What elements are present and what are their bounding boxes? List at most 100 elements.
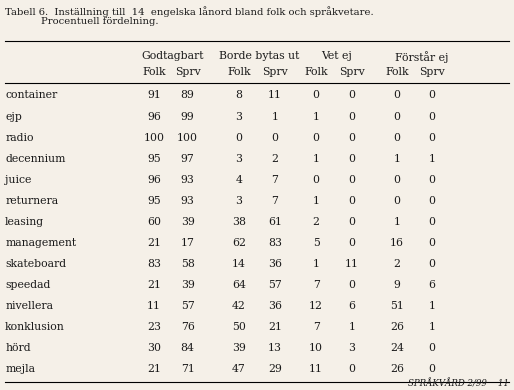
Text: 3: 3 — [235, 196, 243, 206]
Text: 0: 0 — [348, 217, 356, 227]
Text: 0: 0 — [428, 238, 435, 248]
Text: management: management — [5, 238, 76, 248]
Text: 100: 100 — [177, 133, 198, 143]
Text: 1: 1 — [271, 112, 279, 122]
Text: Folk: Folk — [304, 67, 328, 77]
Text: 0: 0 — [428, 133, 435, 143]
Text: 93: 93 — [181, 175, 194, 185]
Text: 84: 84 — [181, 343, 194, 353]
Text: 0: 0 — [271, 133, 279, 143]
Text: 21: 21 — [147, 280, 161, 290]
Text: 95: 95 — [148, 196, 161, 206]
Text: 9: 9 — [393, 280, 400, 290]
Text: Vet ej: Vet ej — [321, 51, 352, 62]
Text: 3: 3 — [348, 343, 356, 353]
Text: 17: 17 — [181, 238, 194, 248]
Text: 2: 2 — [313, 217, 320, 227]
Text: nivellera: nivellera — [5, 301, 53, 311]
Text: 7: 7 — [313, 322, 320, 332]
Text: 57: 57 — [181, 301, 194, 311]
Text: 26: 26 — [390, 322, 404, 332]
Text: 26: 26 — [390, 364, 404, 374]
Text: 6: 6 — [428, 280, 435, 290]
Text: 0: 0 — [428, 217, 435, 227]
Text: 89: 89 — [181, 90, 194, 101]
Text: 0: 0 — [348, 280, 356, 290]
Text: 1: 1 — [348, 322, 356, 332]
Text: Procentuell fördelning.: Procentuell fördelning. — [41, 17, 159, 26]
Text: 2: 2 — [393, 259, 400, 269]
Text: 3: 3 — [235, 154, 243, 164]
Text: 1: 1 — [428, 154, 435, 164]
Text: 7: 7 — [271, 196, 279, 206]
Text: 60: 60 — [147, 217, 161, 227]
Text: 11: 11 — [268, 90, 282, 101]
Text: 0: 0 — [428, 112, 435, 122]
Text: Sprv: Sprv — [175, 67, 200, 77]
Text: Borde bytas ut: Borde bytas ut — [219, 51, 300, 62]
Text: Sprv: Sprv — [419, 67, 445, 77]
Text: 0: 0 — [348, 112, 356, 122]
Text: 93: 93 — [181, 196, 194, 206]
Text: 1: 1 — [428, 322, 435, 332]
Text: 0: 0 — [348, 154, 356, 164]
Text: 0: 0 — [348, 175, 356, 185]
Text: 57: 57 — [268, 280, 282, 290]
Text: juice: juice — [5, 175, 31, 185]
Text: 2: 2 — [271, 154, 279, 164]
Text: 1: 1 — [313, 259, 320, 269]
Text: 4: 4 — [235, 175, 243, 185]
Text: 38: 38 — [232, 217, 246, 227]
Text: 7: 7 — [271, 175, 279, 185]
Text: 0: 0 — [393, 196, 400, 206]
Text: 0: 0 — [428, 90, 435, 101]
Text: 10: 10 — [309, 343, 323, 353]
Text: 0: 0 — [393, 175, 400, 185]
Text: 0: 0 — [313, 175, 320, 185]
Text: speedad: speedad — [5, 280, 50, 290]
Text: returnera: returnera — [5, 196, 58, 206]
Text: 62: 62 — [232, 238, 246, 248]
Text: 96: 96 — [148, 175, 161, 185]
Text: 0: 0 — [348, 196, 356, 206]
Text: 36: 36 — [268, 301, 282, 311]
Text: 0: 0 — [428, 196, 435, 206]
Text: decennium: decennium — [5, 154, 65, 164]
Text: 51: 51 — [390, 301, 403, 311]
Text: 97: 97 — [181, 154, 194, 164]
Text: 0: 0 — [348, 90, 356, 101]
Text: 12: 12 — [309, 301, 323, 311]
Text: 76: 76 — [181, 322, 194, 332]
Text: 39: 39 — [181, 280, 194, 290]
Text: 8: 8 — [235, 90, 243, 101]
Text: 29: 29 — [268, 364, 282, 374]
Text: 1: 1 — [313, 196, 320, 206]
Text: Sprv: Sprv — [262, 67, 288, 77]
Text: 0: 0 — [313, 90, 320, 101]
Text: 21: 21 — [147, 238, 161, 248]
Text: 0: 0 — [428, 259, 435, 269]
Text: 96: 96 — [148, 112, 161, 122]
Text: 0: 0 — [235, 133, 243, 143]
Text: 0: 0 — [393, 90, 400, 101]
Text: 91: 91 — [148, 90, 161, 101]
Text: 50: 50 — [232, 322, 246, 332]
Text: hörd: hörd — [5, 343, 31, 353]
Text: 24: 24 — [390, 343, 403, 353]
Text: 6: 6 — [348, 301, 356, 311]
Text: radio: radio — [5, 133, 33, 143]
Text: 3: 3 — [235, 112, 243, 122]
Text: Tabell 6.  Inställning till  14  engelska lånord bland folk och språkvetare.: Tabell 6. Inställning till 14 engelska l… — [5, 6, 374, 17]
Text: 0: 0 — [428, 175, 435, 185]
Text: 21: 21 — [147, 364, 161, 374]
Text: Sprv: Sprv — [339, 67, 365, 77]
Text: 1: 1 — [393, 154, 400, 164]
Text: SPRÅKVÅRD 2/99    11: SPRÅKVÅRD 2/99 11 — [408, 379, 509, 388]
Text: ejp: ejp — [5, 112, 22, 122]
Text: 95: 95 — [148, 154, 161, 164]
Text: 36: 36 — [268, 259, 282, 269]
Text: konklusion: konklusion — [5, 322, 65, 332]
Text: mejla: mejla — [5, 364, 35, 374]
Text: 39: 39 — [181, 217, 194, 227]
Text: 100: 100 — [144, 133, 164, 143]
